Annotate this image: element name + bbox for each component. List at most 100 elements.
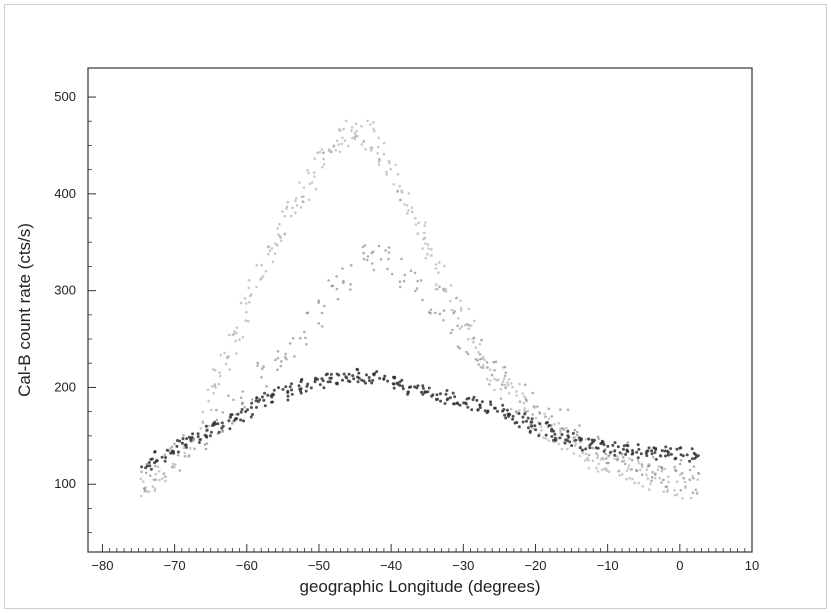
data-point — [175, 439, 179, 442]
data-point — [653, 476, 657, 480]
data-point — [196, 435, 200, 439]
data-point — [341, 136, 344, 140]
data-point — [675, 447, 679, 451]
data-point — [517, 412, 521, 415]
data-point — [361, 245, 365, 249]
data-point — [685, 453, 689, 457]
data-point — [276, 227, 280, 230]
data-point — [407, 385, 411, 389]
data-point — [140, 470, 143, 474]
data-point — [430, 394, 434, 398]
data-point — [485, 377, 489, 381]
data-point — [347, 372, 351, 376]
data-point — [260, 263, 264, 267]
data-point — [547, 417, 551, 420]
data-point — [493, 388, 496, 392]
data-point — [219, 354, 223, 357]
data-point — [478, 353, 482, 356]
data-point — [420, 390, 423, 394]
data-point — [616, 445, 620, 449]
data-point — [330, 284, 334, 288]
plot-area — [87, 67, 753, 553]
data-point — [596, 456, 599, 460]
data-point — [260, 276, 263, 280]
data-point — [660, 449, 664, 453]
data-point — [239, 301, 243, 305]
data-point — [690, 447, 694, 451]
data-point — [362, 379, 366, 383]
data-point — [523, 407, 527, 410]
data-point — [178, 469, 182, 472]
data-point — [627, 464, 631, 467]
data-point — [625, 477, 628, 481]
data-point — [172, 451, 176, 455]
data-point — [295, 204, 299, 207]
data-point — [495, 378, 498, 382]
data-point — [321, 165, 324, 169]
data-point — [489, 403, 493, 406]
data-point — [608, 450, 612, 454]
data-point — [503, 374, 507, 378]
data-point — [201, 410, 205, 414]
data-point — [350, 126, 354, 129]
data-point — [260, 376, 263, 379]
data-point — [199, 438, 202, 441]
data-point — [204, 447, 208, 451]
data-point — [246, 319, 250, 323]
data-point — [462, 401, 466, 405]
data-point — [304, 389, 308, 393]
data-point — [621, 460, 624, 463]
data-point — [621, 473, 624, 476]
data-point — [472, 340, 475, 344]
data-point — [323, 304, 326, 308]
data-point — [250, 398, 254, 401]
data-point — [407, 209, 410, 212]
data-point — [613, 449, 617, 453]
data-point — [533, 424, 537, 428]
data-point — [232, 398, 235, 402]
data-point — [213, 384, 216, 387]
data-point — [378, 376, 382, 380]
data-point — [281, 210, 284, 213]
data-point — [422, 231, 426, 235]
data-point — [476, 408, 480, 412]
data-point — [515, 421, 519, 424]
data-point — [371, 379, 375, 382]
data-point — [396, 190, 399, 193]
data-point — [499, 388, 503, 391]
data-point — [470, 408, 474, 412]
data-point — [679, 489, 683, 492]
data-point — [227, 394, 230, 398]
data-point — [362, 251, 365, 255]
data-point — [560, 433, 564, 437]
data-point — [140, 494, 143, 498]
data-point — [641, 485, 645, 488]
data-point — [625, 469, 629, 473]
data-point — [415, 287, 419, 290]
data-point — [277, 233, 280, 236]
data-point — [467, 323, 471, 327]
data-point — [163, 459, 167, 463]
data-point — [606, 444, 610, 448]
data-point — [255, 396, 259, 400]
data-point — [176, 453, 180, 457]
data-point — [456, 345, 460, 348]
data-point — [335, 372, 339, 376]
data-point — [578, 424, 581, 427]
data-point — [205, 435, 209, 439]
data-point — [696, 478, 700, 482]
data-point — [258, 398, 262, 402]
data-point — [673, 465, 676, 469]
data-point — [181, 437, 185, 441]
data-point — [187, 454, 191, 457]
data-point — [279, 239, 283, 243]
data-point — [382, 377, 386, 381]
data-point — [679, 453, 683, 457]
data-point — [664, 485, 668, 489]
data-point — [233, 418, 237, 422]
data-point — [486, 365, 489, 369]
data-point — [479, 357, 482, 361]
data-point — [304, 336, 307, 340]
data-point — [353, 131, 357, 135]
data-point — [635, 469, 638, 472]
